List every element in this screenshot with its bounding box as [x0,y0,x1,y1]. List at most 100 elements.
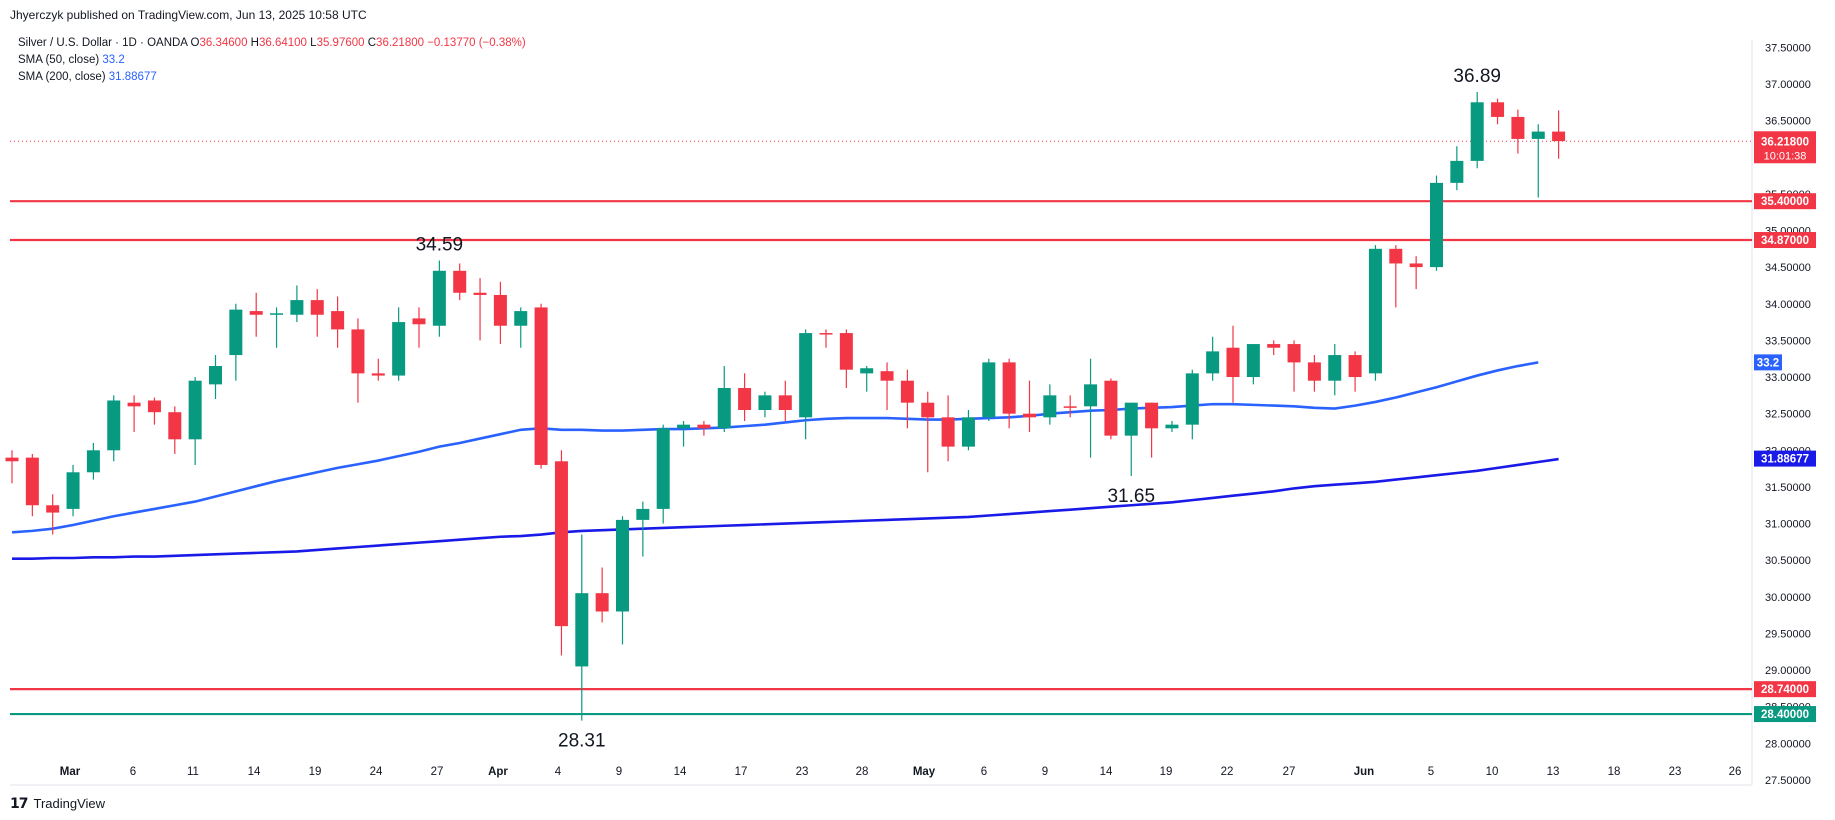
high-label: H [250,37,259,49]
candle-body [554,461,568,627]
high-value: 36.64100 [258,37,307,49]
candle-up [616,516,629,645]
candle-up [290,285,304,323]
footer-brand[interactable]: 𝟭𝟳 TradingView [10,795,105,812]
brand-name: TradingView [33,796,106,811]
candle-down [351,318,365,403]
candle-up [1084,358,1098,458]
candle-up [799,329,813,440]
candle-body [168,412,182,440]
candle-body [493,294,507,326]
price-axis-labels: 35.40000 34.87000 28.74000 28.40000 36.21800… [1754,131,1816,723]
candle-down [1307,355,1321,392]
candle-up [432,260,446,337]
candle-down [900,369,914,429]
candle-body [1206,351,1220,374]
legend-sma200-row[interactable]: SMA (200, close) 31.88677 [18,69,526,86]
candle-body [1267,344,1281,348]
candle-body [188,380,202,440]
candle-body [1328,355,1342,381]
time-tick-label: 23 [1669,766,1682,778]
candle-up [677,420,691,447]
candle-body [127,402,141,407]
candle-up [860,366,874,392]
time-tick-label: 5 [1428,766,1434,778]
candle-body [371,373,385,376]
chart-legend: Silver / U.S. Dollar · 1D · OANDA O36.34… [18,35,526,86]
low-label: L [310,37,317,49]
price-tick-label: 29.50000 [1765,628,1811,640]
candle-body [717,388,731,429]
close-label: C [367,37,377,49]
candle-down [249,292,263,337]
close-value: 36.21800 [376,37,425,49]
price-tick-label: 28.00000 [1765,738,1811,750]
candle-down [1287,340,1301,392]
time-tick-label: 4 [555,766,562,778]
time-axis: Mar 6 11 14 19 24 27 Apr 4 9 14 17 23 28 May 6 9 14 19 22 27… [60,766,1742,778]
candle-body [1552,131,1566,142]
candle-body [799,333,813,418]
candle-down [473,278,487,341]
candle-body [1002,362,1016,414]
candle-up [188,377,202,465]
time-tick-label: 13 [1547,766,1560,778]
candle-body [697,424,711,429]
candle-up [392,307,406,381]
level-price-text: 34.87000 [1761,235,1809,247]
symbol-label[interactable]: Silver / U.S. Dollar · 1D · OANDA [18,37,188,49]
candle-down [310,289,324,337]
sma50-value: 33.2 [102,54,125,66]
low-value: 35.97600 [316,37,365,49]
time-tick-label: 14 [248,766,261,778]
time-tick-label: 19 [309,766,322,778]
candle-down [1002,358,1016,429]
candle-body [46,505,60,513]
price-tick-label: 37.50000 [1765,42,1811,54]
candle-down [738,373,752,421]
candle-down [1348,351,1362,392]
candle-up [1246,344,1260,385]
candles-layer [5,92,1566,721]
candle-body [25,457,39,506]
sma50-line [11,361,1539,534]
bar-countdown-text: 10:01:38 [1764,150,1807,162]
candle-body [351,329,365,374]
legend-sma50-row[interactable]: SMA (50, close) 33.2 [18,52,526,69]
candle-body [1348,355,1362,378]
candle-down [1552,110,1566,159]
time-tick-label: 11 [187,766,199,778]
candle-down [1023,380,1036,432]
candle-up [86,442,100,480]
price-tick-label: 31.50000 [1765,482,1811,494]
legend-symbol-row: Silver / U.S. Dollar · 1D · OANDA O36.34… [18,35,526,52]
current-price-tag [1754,131,1816,164]
candle-down [1389,245,1403,308]
candle-down [127,395,141,432]
candle-up [514,307,528,348]
candle-body [1307,362,1321,381]
sma-price-text: 31.88677 [1761,454,1809,466]
candle-up [209,355,222,400]
candle-body [310,300,324,315]
candle-body [514,311,528,326]
candle-body [819,333,833,335]
candle-down [554,450,568,656]
candle-body [270,313,284,315]
level-price-text: 28.74000 [1761,684,1809,696]
candle-down [5,450,19,484]
candle-body [412,318,426,325]
time-tick-label: 19 [1160,766,1173,778]
annotations-layer: 36.89 34.59 31.65 28.31 [416,66,1501,752]
candle-up [1206,336,1220,381]
tradingview-logo-icon: 𝟭𝟳 [10,795,29,811]
candle-down [1267,340,1281,356]
price-tick-label: 36.50000 [1765,116,1811,128]
price-tick-label: 34.50000 [1765,262,1811,274]
candle-body [1165,424,1179,429]
level-price-text: 28.40000 [1761,709,1809,721]
candle-down [941,395,955,462]
candle-down [331,296,345,348]
candle-down [1511,109,1525,154]
